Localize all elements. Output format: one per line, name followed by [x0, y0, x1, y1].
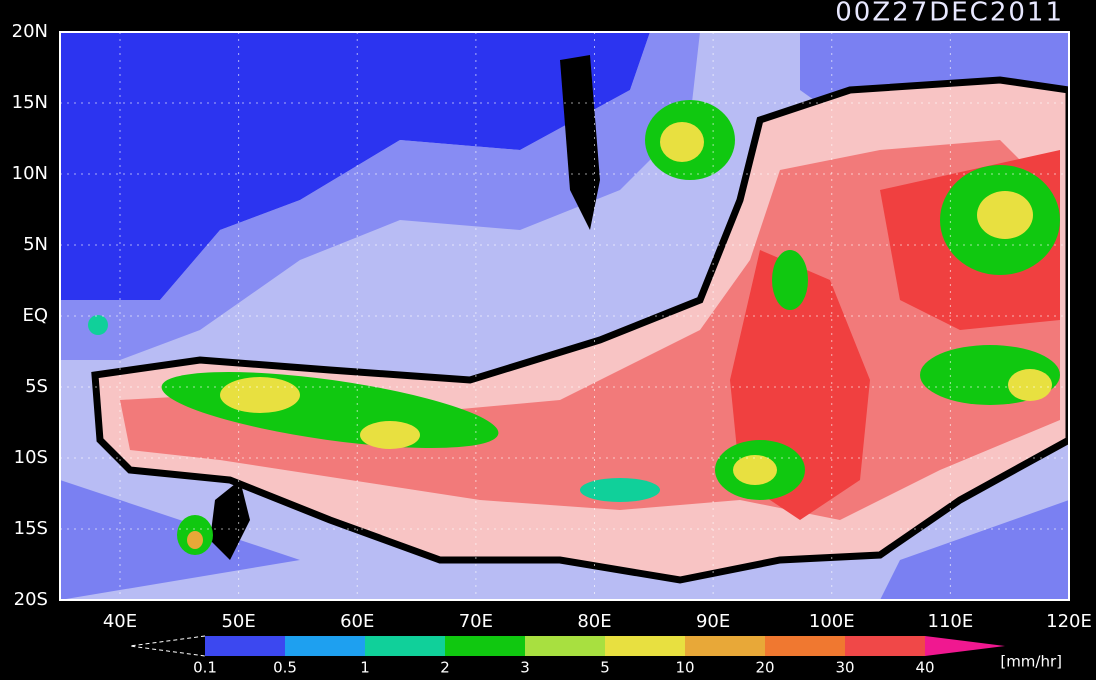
colorbar-under	[129, 635, 206, 657]
colorbar-label: 10	[675, 659, 694, 677]
lon-label: 110E	[928, 611, 974, 632]
lon-label: 60E	[340, 611, 374, 632]
colorbar-label: 0.1	[193, 659, 217, 677]
map-title: 00Z27DEC2011	[835, 0, 1064, 28]
colorbar-label: 0.5	[273, 659, 297, 677]
lon-label: 50E	[221, 611, 255, 632]
colorbar-label: 1	[360, 659, 370, 677]
colorbar-swatch	[525, 636, 605, 656]
lon-label: 120E	[1046, 611, 1092, 632]
lat-label: 10S	[14, 447, 48, 468]
lat-label: 20N	[12, 21, 48, 42]
colorbar-swatch	[205, 636, 285, 656]
colorbar-label: 2	[440, 659, 450, 677]
colorbar-label: 20	[755, 659, 774, 677]
lat-labels: 20N 15N 10N 5N EQ 5S 10S 15S 20S	[12, 21, 1069, 610]
lat-label: 10N	[12, 163, 48, 184]
lon-labels: 40E 50E 60E 70E 80E 90E 100E 110E 120E	[103, 32, 1092, 632]
colorbar-unit: [mm/hr]	[1000, 653, 1062, 671]
colorbar-swatch	[605, 636, 685, 656]
map-field	[59, 31, 1073, 601]
colorbar-swatch	[365, 636, 445, 656]
lon-label: 70E	[459, 611, 493, 632]
lon-label: 100E	[809, 611, 855, 632]
lat-label: 15S	[14, 518, 48, 539]
lat-label: 5S	[25, 376, 48, 397]
lat-label: EQ	[22, 305, 48, 326]
colorbar-label: 3	[520, 659, 530, 677]
colorbar-swatch	[685, 636, 765, 656]
lon-label: 90E	[696, 611, 730, 632]
colorbar-over	[925, 636, 1005, 656]
colorbar-label: 30	[835, 659, 854, 677]
lat-label: 20S	[14, 589, 48, 610]
lat-label: 15N	[12, 92, 48, 113]
colorbar-swatch	[285, 636, 365, 656]
rain-cells	[88, 100, 1060, 555]
lon-label: 80E	[577, 611, 611, 632]
colorbar-swatch	[765, 636, 845, 656]
colorbar-swatch	[845, 636, 925, 656]
colorbar-swatch	[445, 636, 525, 656]
colorbar-label: 40	[915, 659, 934, 677]
colorbar-label: 5	[600, 659, 610, 677]
lon-label: 40E	[103, 611, 137, 632]
colorbar: [mm/hr] 0.1 0.5 1 2 3 5 10 20 30 40	[129, 635, 1062, 677]
lat-label: 5N	[23, 234, 48, 255]
